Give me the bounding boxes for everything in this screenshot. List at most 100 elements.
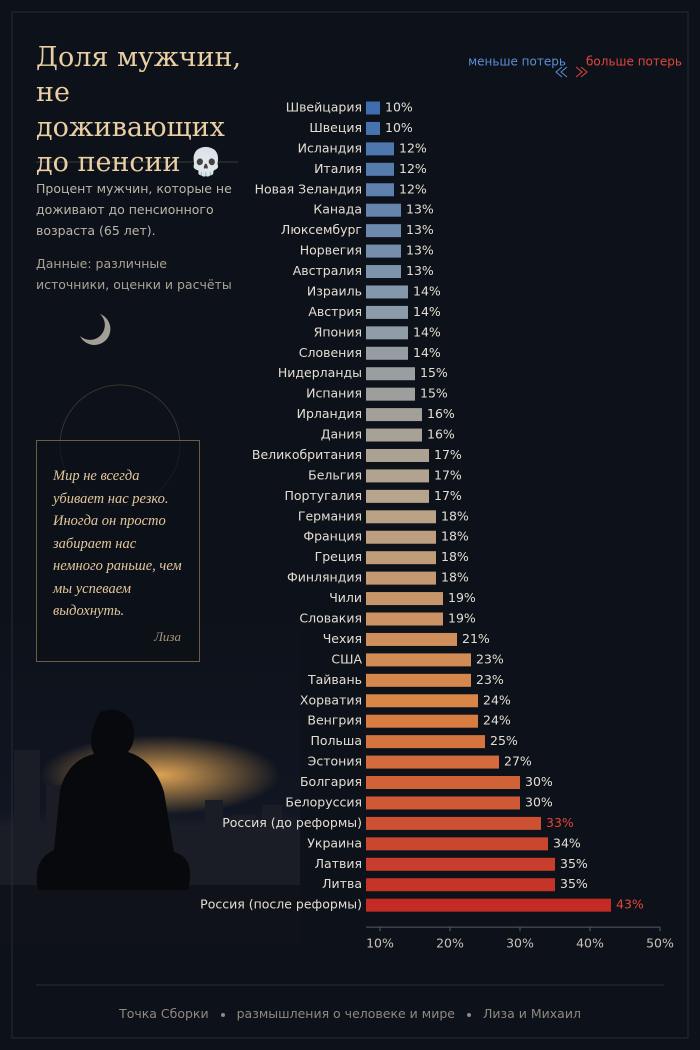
bar (366, 612, 443, 626)
bar (366, 142, 394, 156)
bar (366, 367, 415, 381)
y-tick-label: Португалия (284, 488, 362, 503)
value-label: 12% (399, 140, 427, 155)
bar (366, 326, 408, 340)
value-label: 14% (413, 283, 441, 298)
y-tick-label: Польша (310, 733, 362, 748)
y-tick-label: Украина (307, 835, 362, 850)
frame (11, 11, 689, 1039)
bar (366, 837, 548, 851)
value-label: 13% (406, 243, 434, 258)
y-tick-label: Венгрия (307, 713, 362, 728)
y-tick-label: Испания (306, 386, 362, 401)
legend-arrow (575, 66, 583, 78)
bar (366, 408, 422, 422)
x-tick-label: 50% (646, 936, 674, 951)
y-tick-label: Эстония (308, 754, 362, 769)
bar (366, 592, 443, 606)
y-tick-label: Тайвань (307, 672, 362, 687)
y-tick-label: Дания (321, 427, 362, 442)
bar (366, 735, 485, 749)
value-label: 17% (434, 467, 462, 482)
footer-item: размышления о человеке и мире (236, 1006, 455, 1021)
y-tick-label: Япония (314, 324, 362, 339)
bar (366, 346, 408, 360)
bar (366, 162, 394, 176)
bar (366, 448, 429, 462)
bar (366, 878, 555, 892)
y-tick-label: Люксембург (281, 222, 362, 237)
value-label: 35% (560, 856, 588, 871)
value-label: 12% (399, 181, 427, 196)
bar (366, 101, 380, 115)
y-tick-label: Хорватия (300, 692, 362, 707)
y-tick-label: Болгария (300, 774, 362, 789)
value-label: 43% (616, 897, 644, 912)
bar (366, 510, 436, 524)
y-tick-label: Белоруссия (285, 794, 362, 809)
value-label: 24% (483, 713, 511, 728)
value-label: 13% (406, 263, 434, 278)
value-label: 14% (413, 304, 441, 319)
y-tick-label: Швеция (309, 120, 362, 135)
quote-box: Мир не всегда убивает нас резко. Иногда … (36, 440, 200, 662)
value-label: 18% (441, 549, 469, 564)
bar (366, 796, 520, 810)
y-tick-label: Ирландия (297, 406, 362, 421)
bar (366, 816, 541, 830)
legend-high: больше потерь (586, 55, 682, 69)
value-label: 13% (406, 202, 434, 217)
x-tick-label: 20% (436, 936, 464, 951)
y-tick-label: Канада (313, 202, 362, 217)
bar (366, 183, 394, 197)
y-tick-label: Великобритания (252, 447, 362, 462)
value-label: 30% (525, 774, 553, 789)
person (36, 709, 191, 890)
bar (366, 571, 436, 585)
value-label: 19% (448, 611, 476, 626)
value-label: 33% (546, 815, 574, 830)
y-tick-label: Чехия (323, 631, 362, 646)
bar (366, 305, 408, 319)
y-tick-label: Австралия (293, 263, 362, 278)
y-tick-label: Словакия (299, 611, 362, 626)
value-label: 24% (483, 692, 511, 707)
y-tick-label: Россия (после реформы) (200, 897, 362, 912)
x-tick-label: 10% (366, 936, 394, 951)
bar (366, 673, 471, 687)
value-label: 19% (448, 590, 476, 605)
legend-arrow (560, 66, 568, 78)
bar (366, 265, 401, 279)
value-label: 16% (427, 427, 455, 442)
source: Данные: различные источники, оценки и ра… (36, 256, 232, 292)
y-tick-label: Швейцария (286, 100, 362, 115)
title: Доля мужчин, не доживающих до пенсии 💀 (36, 42, 242, 178)
bar (366, 285, 408, 299)
moon (80, 314, 111, 345)
value-label: 15% (420, 386, 448, 401)
bar (366, 224, 401, 238)
bar (366, 121, 380, 135)
value-label: 21% (462, 631, 490, 646)
y-tick-label: Австрия (308, 304, 362, 319)
value-label: 23% (476, 672, 504, 687)
bar (366, 530, 436, 544)
value-label: 17% (434, 447, 462, 462)
chart: меньше потерь больше потерь 10% 20% 30% 40%… (200, 55, 682, 951)
bar (366, 653, 471, 667)
footer-item: Точка Сборки (119, 1006, 209, 1021)
y-tick-label: Италия (314, 161, 362, 176)
value-label: 18% (441, 508, 469, 523)
value-label: 10% (385, 120, 413, 135)
y-tick-label: Германия (298, 508, 362, 523)
bar (366, 203, 401, 217)
value-label: 16% (427, 406, 455, 421)
bar (366, 857, 555, 871)
footer-item: Лиза и Михаил (482, 1006, 581, 1021)
value-label: 10% (385, 100, 413, 115)
value-label: 17% (434, 488, 462, 503)
x-tick-label: 30% (506, 936, 534, 951)
y-tick-label: Финляндия (287, 570, 362, 585)
